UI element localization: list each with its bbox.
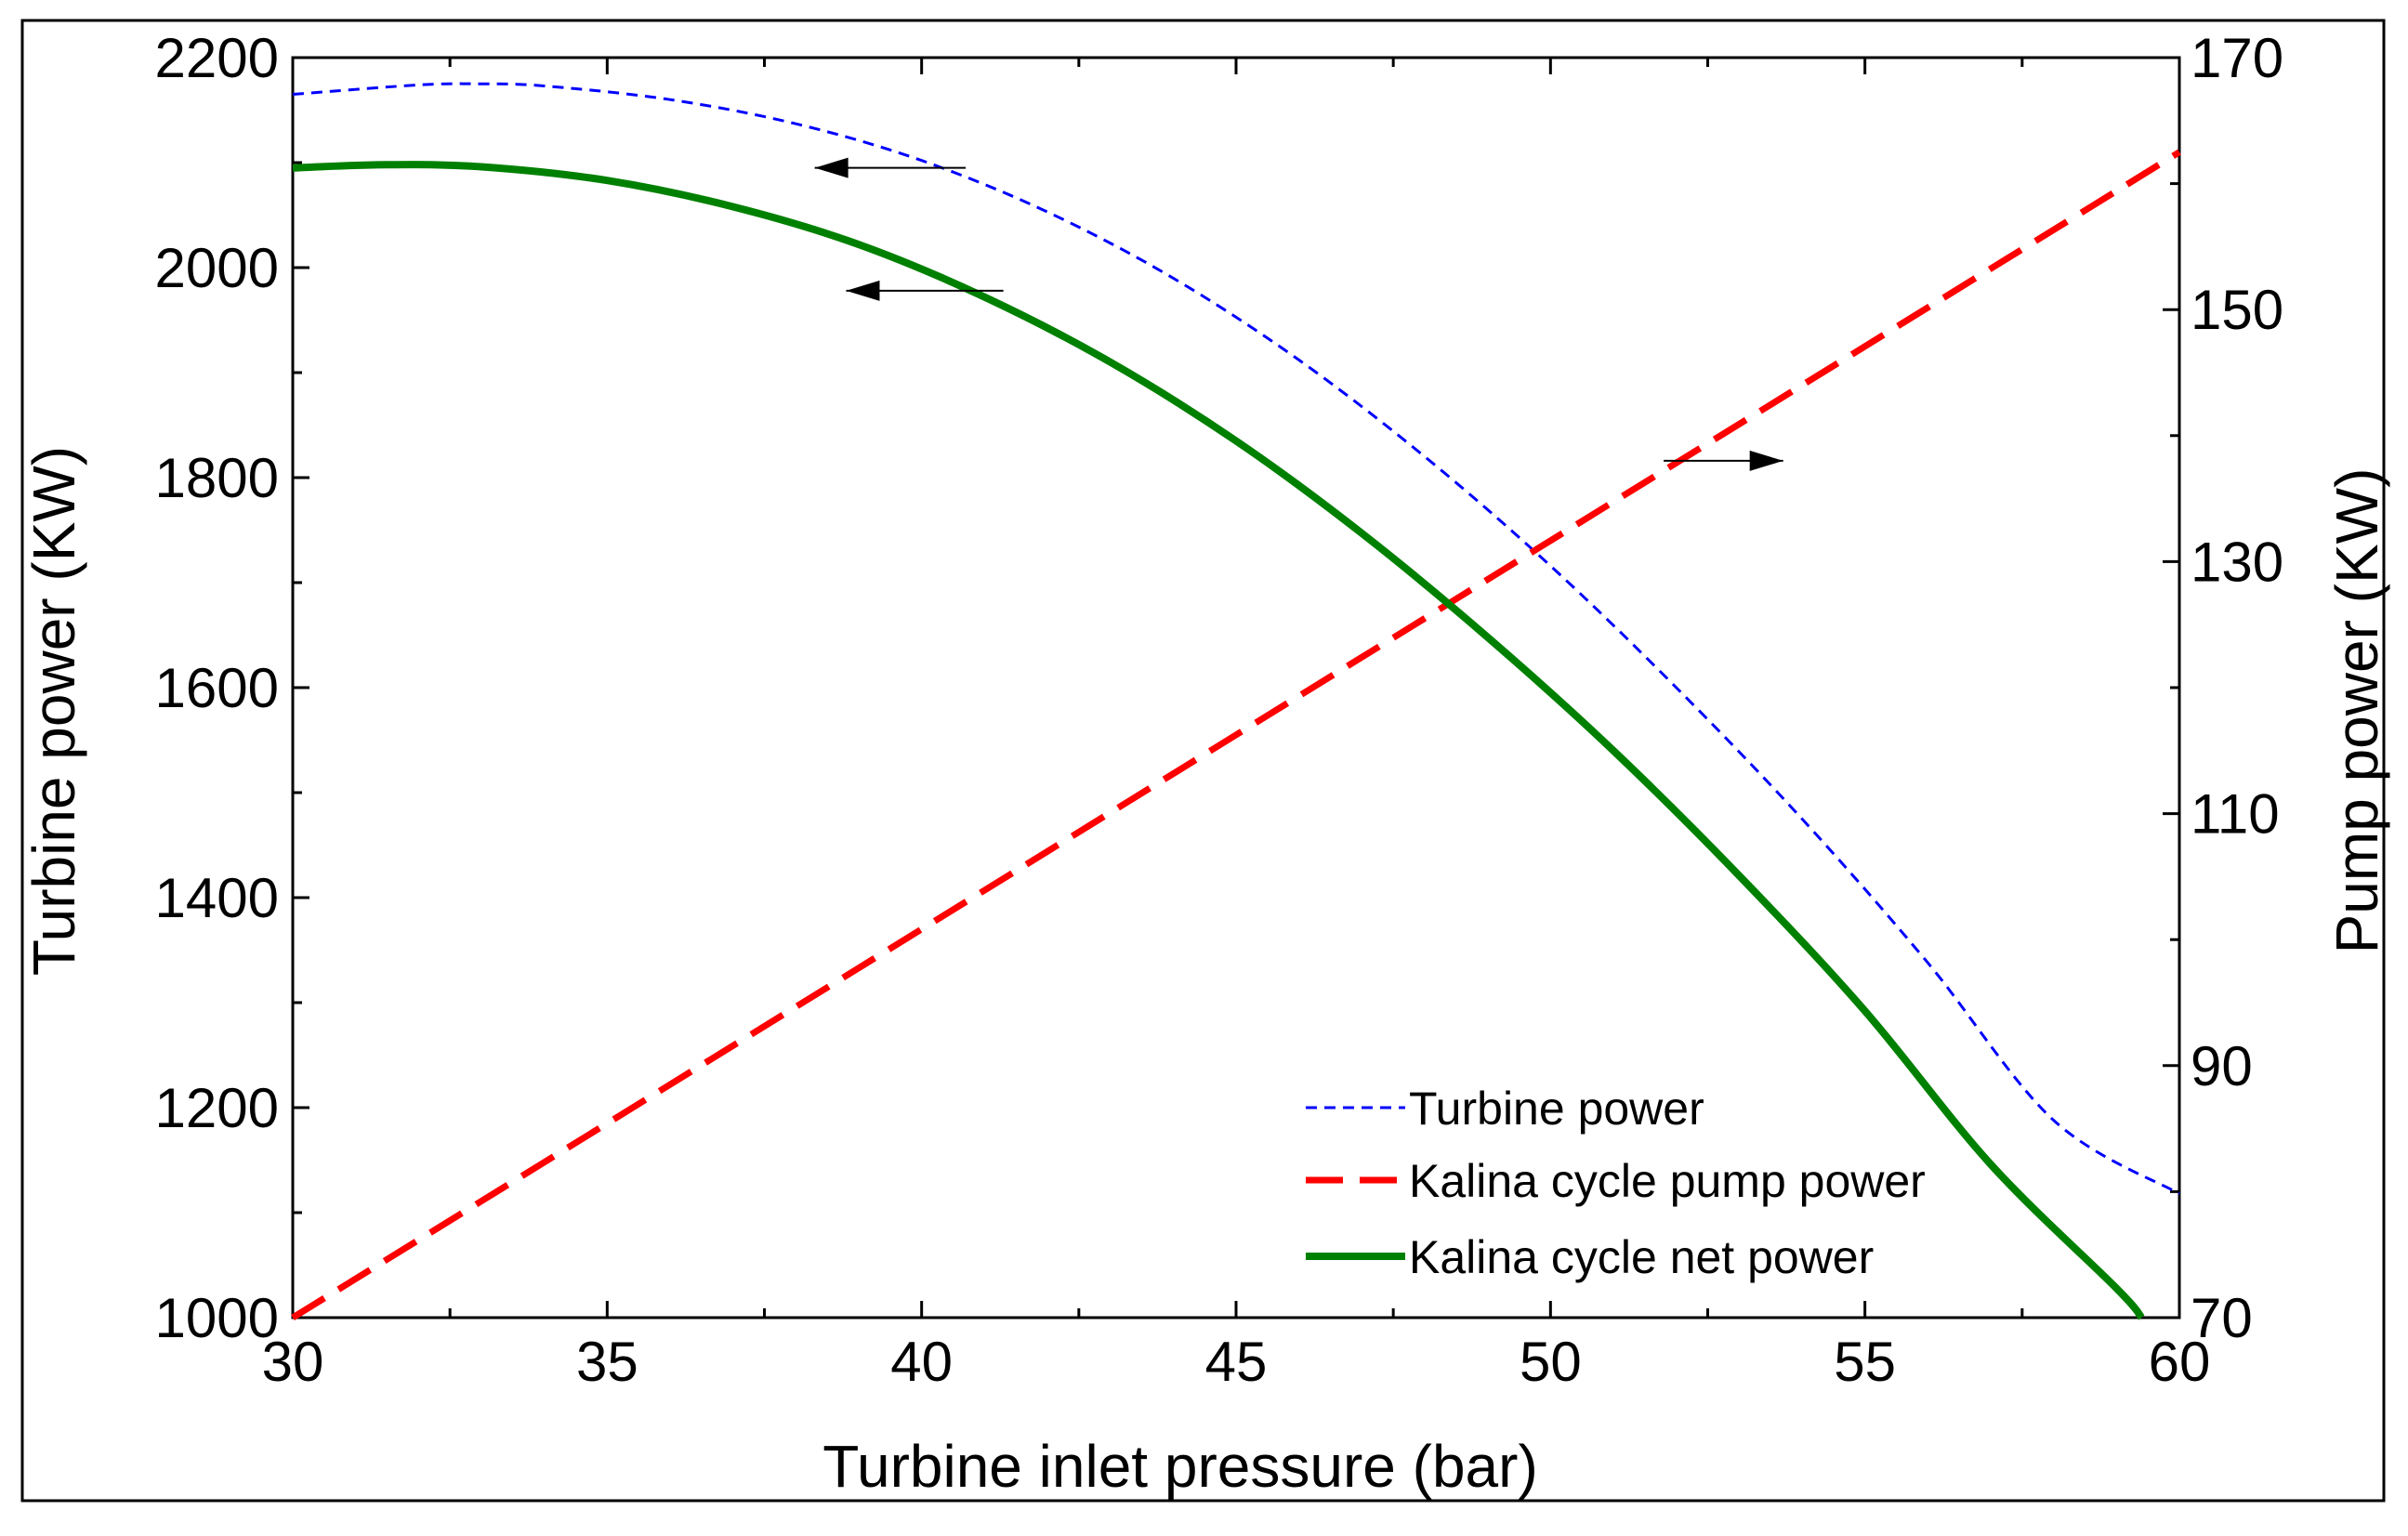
x-axis-title: Turbine inlet pressure (bar) <box>822 1433 1538 1500</box>
y-left-tick-label: 1400 <box>155 867 279 929</box>
y-left-tick-label: 2000 <box>155 237 279 299</box>
series-line-kalina-cycle-net-power <box>292 161 2145 1320</box>
y-right-tick-label: 110 <box>2191 783 2280 846</box>
x-tick-label: 60 <box>2149 1331 2211 1393</box>
y-axis-left-title: Turbine power (KW) <box>20 446 87 976</box>
x-tick-label: 35 <box>576 1331 638 1393</box>
legend-label-turbine-power: Turbine power <box>1409 1083 1704 1135</box>
y-axis-right-title: Pump power (KW) <box>2323 468 2390 954</box>
annotation-arrow-head <box>846 280 880 301</box>
annotation-arrow-head <box>1749 450 1783 471</box>
legend-label-pump-power: Kalina cycle pump power <box>1409 1155 1926 1207</box>
x-tick-label: 50 <box>1520 1331 1582 1393</box>
annotation-arrow-head <box>814 157 849 178</box>
y-right-tick-label: 70 <box>2191 1287 2253 1349</box>
y-right-tick-label: 90 <box>2191 1035 2253 1097</box>
x-tick-label: 30 <box>262 1331 324 1393</box>
legend-label-net-power: Kalina cycle net power <box>1409 1231 1874 1283</box>
x-tick-label: 45 <box>1205 1331 1268 1393</box>
plot-frame <box>291 56 2181 1319</box>
y-right-tick-label: 130 <box>2191 531 2283 593</box>
y-right-tick-label: 170 <box>2191 27 2283 89</box>
series-line-kalina-cycle-pump-power <box>291 149 2181 1320</box>
plot-area: 30 35 40 45 50 55 60 1000 1200 1400 1600 1800 2000 22… <box>155 27 2284 1393</box>
x-tick-label: 55 <box>1834 1331 1896 1393</box>
y-left-tick-label: 1200 <box>155 1077 279 1139</box>
y-left-tick-label: 1600 <box>155 657 279 719</box>
series-line-turbine-power <box>292 82 2180 1195</box>
y-left-tick-label: 1800 <box>155 447 279 509</box>
y-left-tick-label: 2200 <box>155 27 279 89</box>
y-left-tick-label: 1000 <box>155 1287 279 1349</box>
x-tick-label: 40 <box>890 1331 953 1393</box>
outer-frame <box>20 19 2386 1503</box>
legend: Turbine power Kalina cycle pump power Ka… <box>1306 1083 1926 1283</box>
y-right-tick-label: 150 <box>2191 279 2283 341</box>
